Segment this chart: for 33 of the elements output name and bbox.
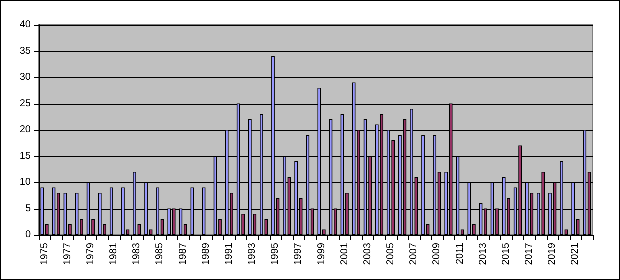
x-tick-label: 2001 [339,242,350,266]
x-tick-label: 2015 [500,242,512,266]
y-tick-label: 30 [20,72,32,83]
x-tick-label: 1993 [247,242,258,266]
y-tick-label: 0 [25,230,32,240]
x-tick-label: 2005 [386,242,397,266]
x-tick-label: 1979 [85,242,96,266]
x-tick-label: 2003 [362,242,374,266]
x-tick-label: 1977 [62,242,74,266]
y-tick-label: 5 [25,203,32,214]
x-tick-label: 1987 [178,242,189,266]
y-tick-label: 10 [20,177,32,188]
x-tick-label: 2017 [524,242,536,266]
x-tick-label: 2019 [547,242,558,266]
x-tick-label: 2021 [570,242,582,266]
x-tick-label: 1985 [154,242,166,266]
x-tick-label: 2009 [432,242,443,266]
y-tick-label: 35 [20,46,32,57]
x-tick-label: 1997 [293,242,304,266]
x-tick-label: 1975 [39,242,50,266]
y-tick-label: 20 [20,124,32,136]
y-tick-label: 25 [20,98,32,110]
x-tick-label: 1995 [270,242,282,266]
x-tick-label: 2013 [478,242,489,266]
y-tick-label: 15 [20,150,32,162]
x-tick-label: 2011 [454,242,466,265]
x-tick-label: 1983 [132,242,143,266]
x-tick-label: 2007 [408,242,420,266]
y-tick-label: 40 [20,20,32,30]
x-tick-label: 1999 [316,242,328,266]
x-tick-label: 1991 [224,242,235,266]
x-tick-label: 1981 [108,242,120,266]
x-tick-label: 1989 [200,242,212,266]
